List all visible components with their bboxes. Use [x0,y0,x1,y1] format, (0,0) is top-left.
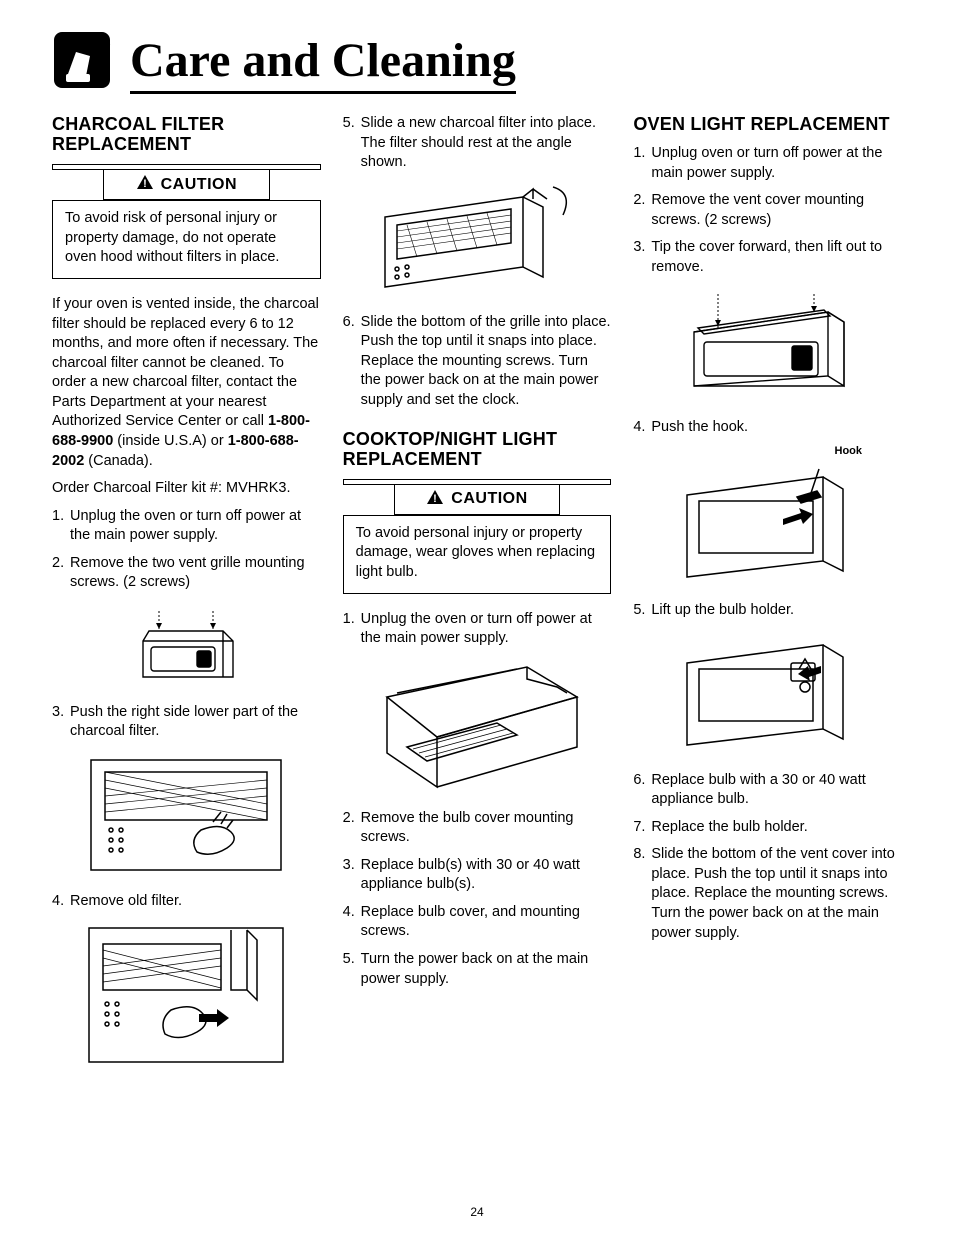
warning-icon: ! [136,174,154,195]
content-columns: CHARCOAL FILTER REPLACEMENT ! CAUTION To… [52,114,902,1082]
page-header: Care and Cleaning [52,30,902,92]
ol-step-7: Replace the bulb holder. [633,818,902,838]
caution-label: CAUTION [161,176,237,194]
column-3: OVEN LIGHT REPLACEMENT Unplug oven or tu… [633,114,902,1082]
charcoal-steps-5: Slide a new charcoal filter into place. … [343,114,612,173]
ol-step-2: Remove the vent cover mounting screws. (… [633,191,902,230]
step-6: Slide the bottom of the grille into plac… [343,313,612,411]
us-tail: (inside U.S.A) or [113,433,227,449]
ovenlight-steps-5: Lift up the bulb holder. [633,601,902,621]
step-3: Push the right side lower part of the ch… [52,703,321,742]
cooktop-steps: Unplug the oven or turn off power at the… [343,610,612,649]
step-4: Remove old filter. [52,892,321,912]
caution-body: To avoid personal injury or property dam… [344,516,611,593]
charcoal-heading: CHARCOAL FILTER REPLACEMENT [52,114,321,154]
charcoal-steps-4: Remove old filter. [52,892,321,912]
charcoal-steps: Unplug the oven or turn off power at the… [52,507,321,593]
ol-step-4: Push the hook. [633,418,902,438]
page-title: Care and Cleaning [130,34,516,94]
figure-new-filter [343,181,612,301]
order-line: Order Charcoal Filter kit #: MVHRK3. [52,479,321,499]
charcoal-steps-3: Push the right side lower part of the ch… [52,703,321,742]
charcoal-steps-6: Slide the bottom of the grille into plac… [343,313,612,411]
caution-body: To avoid risk of personal injury or prop… [53,201,320,278]
figure-vent-cover [633,286,902,406]
ovenlight-heading: OVEN LIGHT REPLACEMENT [633,114,902,134]
page-number: 24 [0,1205,954,1219]
svg-text:!: ! [433,493,437,505]
charcoal-intro: If your oven is vented inside, the charc… [52,295,321,471]
column-2: Slide a new charcoal filter into place. … [343,114,612,1082]
intro-pre: If your oven is vented inside, the charc… [52,296,319,429]
ol-step-6: Replace bulb with a 30 or 40 watt applia… [633,771,902,810]
step-2: Remove the two vent grille mounting scre… [52,554,321,593]
ovenlight-steps-6: Replace bulb with a 30 or 40 watt applia… [633,771,902,944]
page-title-wrap: Care and Cleaning [130,36,516,86]
ct-step-4: Replace bulb cover, and mounting screws. [343,903,612,942]
svg-text:!: ! [143,178,147,190]
ol-step-3: Tip the cover forward, then lift out to … [633,238,902,277]
figure-screws-small [52,601,321,691]
caution-box-cooktop: ! CAUTION To avoid personal injury or pr… [343,479,612,594]
figure-hook [633,459,902,589]
step-5: Slide a new charcoal filter into place. … [343,114,612,173]
ct-step-1: Unplug the oven or turn off power at the… [343,610,612,649]
ct-step-2: Remove the bulb cover mounting screws. [343,809,612,848]
figure-remove-filter [52,920,321,1070]
step-1: Unplug the oven or turn off power at the… [52,507,321,546]
figure-bulb-holder [633,629,902,759]
ovenlight-steps: Unplug oven or turn off power at the mai… [633,144,902,277]
ol-step-8: Slide the bottom of the vent cover into … [633,845,902,943]
ct-step-5: Turn the power back on at the main power… [343,950,612,989]
ca-tail: (Canada). [84,453,153,469]
ol-step-5: Lift up the bulb holder. [633,601,902,621]
column-1: CHARCOAL FILTER REPLACEMENT ! CAUTION To… [52,114,321,1082]
ovenlight-steps-4: Push the hook. [633,418,902,438]
hook-label: Hook [633,445,862,457]
cooktop-heading: COOKTOP/NIGHT LIGHT REPLACEMENT [343,429,612,469]
caution-box-charcoal: ! CAUTION To avoid risk of personal inju… [52,164,321,279]
figure-push-filter [52,750,321,880]
ol-step-1: Unplug oven or turn off power at the mai… [633,144,902,183]
ct-step-3: Replace bulb(s) with 30 or 40 watt appli… [343,856,612,895]
care-cleaning-icon [52,30,116,92]
caution-label: CAUTION [451,490,527,508]
warning-icon: ! [426,489,444,510]
figure-underside [343,657,612,797]
cooktop-steps-2: Remove the bulb cover mounting screws. R… [343,809,612,990]
